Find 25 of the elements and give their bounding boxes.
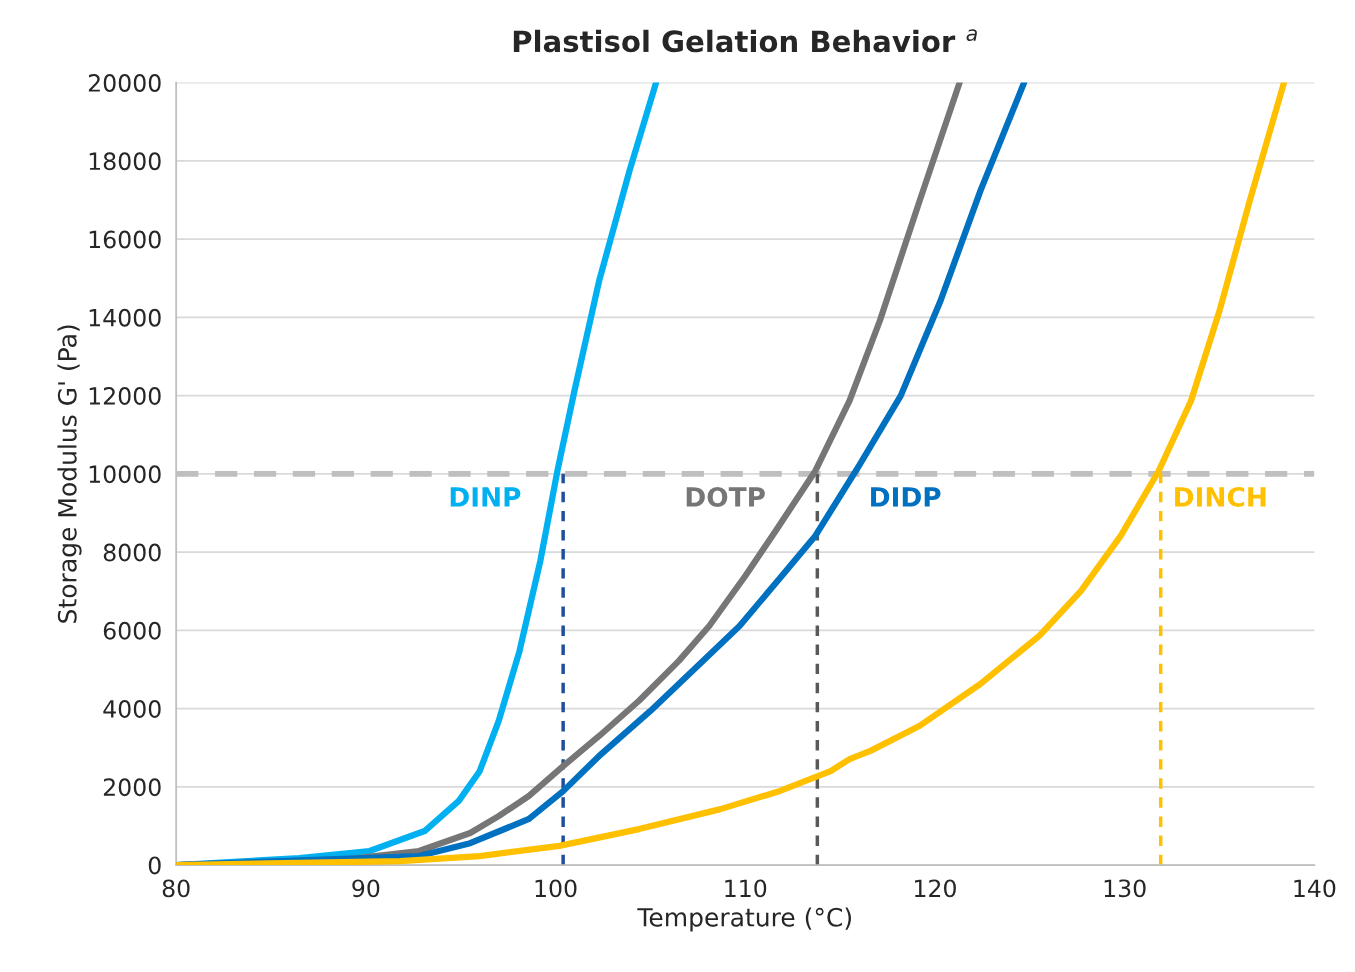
x-tick-label: 120 — [915, 879, 956, 898]
y-tick-label: 16000 — [89, 230, 161, 249]
x-tick-label: 140 — [1294, 879, 1336, 898]
series-label: DIDP — [871, 487, 941, 507]
y-tick-label: 6000 — [103, 621, 161, 640]
x-tick-label: 110 — [725, 879, 767, 898]
y-axis-title: Storage Modulus G' (Pa) — [57, 325, 82, 623]
y-tick-label: 20000 — [88, 74, 161, 92]
y-tick-label: 10000 — [89, 465, 161, 484]
x-tick-label: 90 — [352, 879, 380, 898]
y-tick-label: 4000 — [103, 700, 161, 718]
series-label: DOTP — [686, 486, 765, 507]
y-tick-label: 2000 — [103, 778, 161, 797]
series-label: DINCH — [1175, 486, 1266, 507]
y-tick-label: 8000 — [103, 543, 161, 562]
y-tick-label: 14000 — [89, 308, 161, 327]
y-tick-label: 18000 — [89, 152, 161, 171]
x-tick-label: 80 — [162, 879, 190, 898]
y-tick-label: 12000 — [89, 387, 161, 405]
chart-title: Plastisol Gelation Behavior $^{a}$ — [513, 29, 977, 53]
series-label: DINP — [450, 487, 521, 507]
x-tick-label: 100 — [535, 879, 577, 898]
y-tick-label: 0 — [148, 856, 161, 875]
x-axis-title: Temperature (°C) — [637, 907, 851, 932]
x-tick-label: 130 — [1104, 879, 1146, 898]
